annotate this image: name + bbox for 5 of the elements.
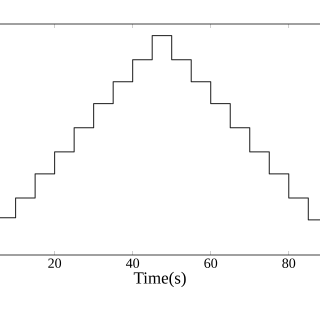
x-tick-label: 80 bbox=[282, 258, 296, 268]
x-tick-label: 40 bbox=[126, 258, 140, 268]
x-axis-title: Time(s) bbox=[134, 272, 186, 288]
x-tick-label: 20 bbox=[48, 258, 62, 268]
x-tick-label: 60 bbox=[204, 258, 218, 268]
